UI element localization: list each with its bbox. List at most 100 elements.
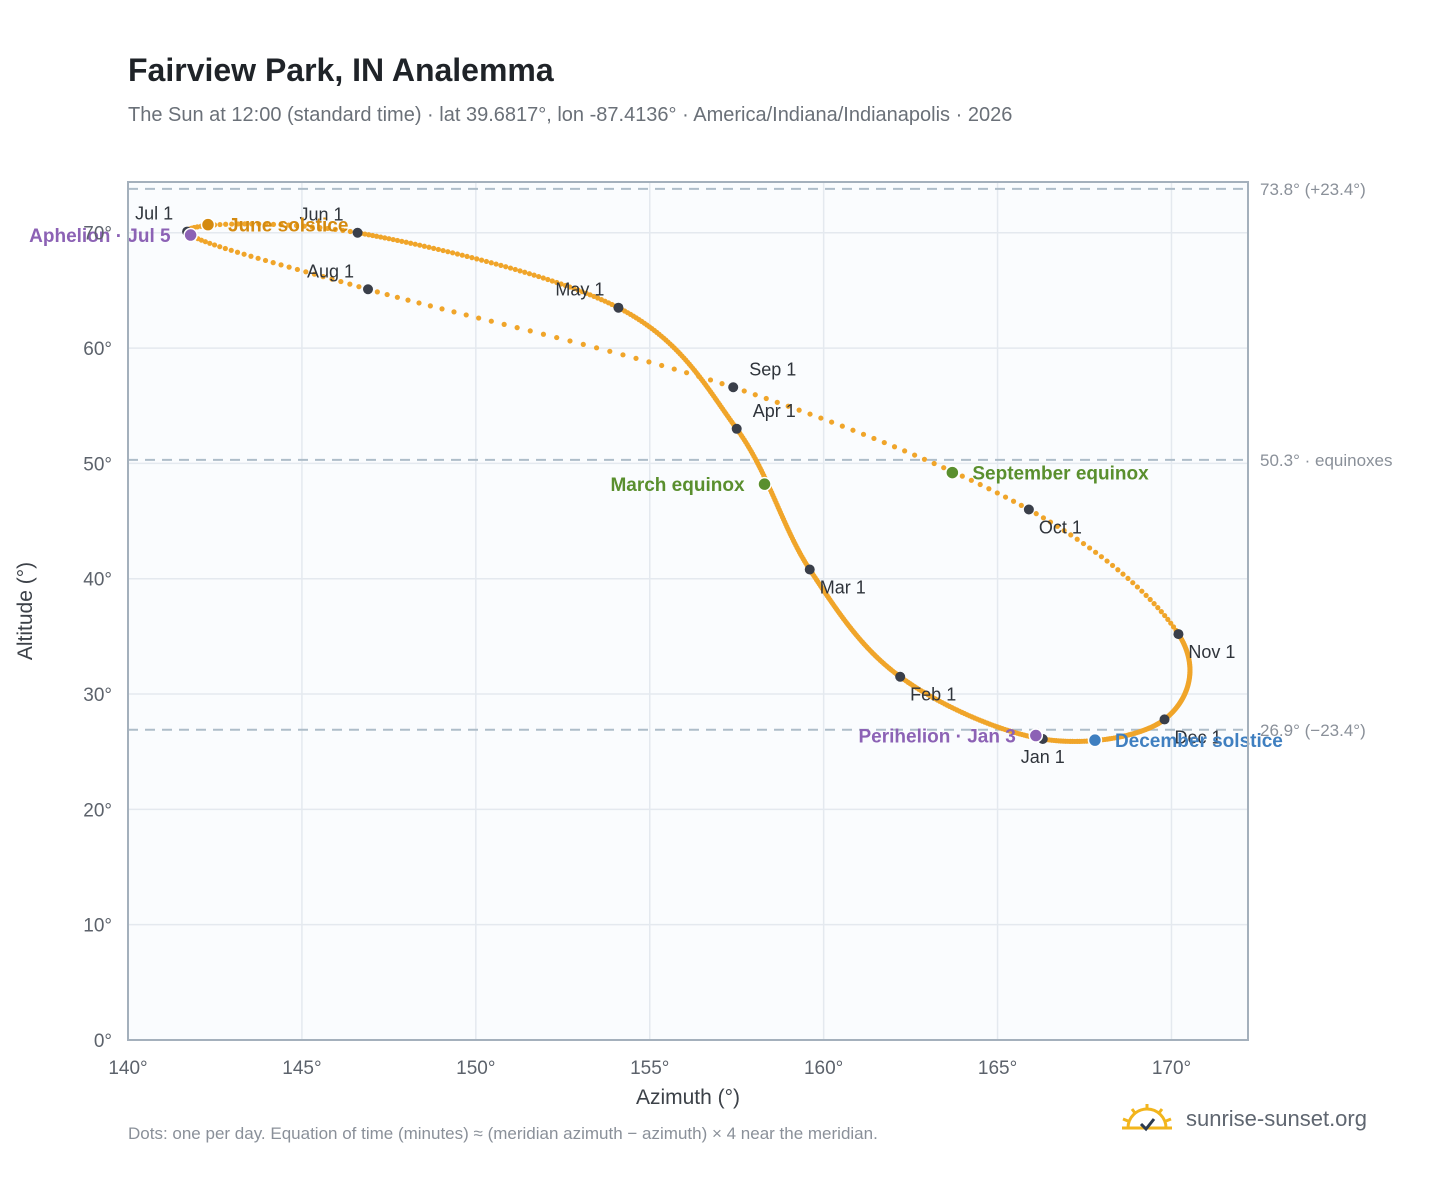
month-label: May 1 [555, 280, 604, 300]
reference-line-label: 73.8° (+23.4°) [1260, 180, 1366, 199]
day-dot [416, 300, 422, 306]
day-dot [752, 392, 758, 398]
y-tick-label: 40° [83, 570, 112, 591]
day-dot [317, 224, 323, 231]
y-axis-label: Altitude (°) [14, 562, 37, 660]
day-dot [1139, 588, 1145, 594]
day-dot [211, 242, 218, 248]
month-label: Jan 1 [1021, 747, 1065, 767]
day-dot [620, 352, 626, 358]
day-dot [839, 423, 845, 429]
x-tick-label: 150° [456, 1058, 495, 1079]
y-tick-label: 10° [83, 916, 112, 937]
day-dot [234, 249, 241, 255]
day-dot [540, 331, 547, 337]
day-dot [270, 260, 276, 266]
day-dot [450, 250, 456, 256]
day-dot [1054, 523, 1060, 529]
day-dot [536, 273, 542, 280]
day-dot [426, 244, 432, 250]
day-dot [256, 221, 262, 227]
day-dot [558, 281, 564, 287]
day-dot [646, 359, 652, 365]
month-dot [895, 671, 906, 682]
day-dot [347, 281, 353, 287]
month-dot [804, 564, 815, 575]
day-dot [503, 264, 509, 270]
x-tick-label: 145° [282, 1058, 321, 1079]
month-label: Apr 1 [753, 401, 796, 421]
day-dot [405, 297, 411, 303]
day-dot [303, 269, 309, 275]
day-dot [514, 325, 520, 331]
day-dot [912, 452, 918, 458]
day-dot [476, 315, 482, 321]
brand[interactable]: sunrise-sunset.org [1120, 1102, 1367, 1136]
day-dot [248, 253, 254, 259]
day-dot [309, 224, 315, 230]
day-dot [463, 312, 469, 318]
day-dot [370, 232, 376, 239]
day-dot [931, 460, 937, 467]
day-dot [941, 465, 947, 471]
day-dot [286, 264, 292, 270]
day-dot [229, 221, 235, 227]
day-dot [332, 226, 338, 232]
day-dot [270, 221, 277, 227]
x-tick-label: 140° [108, 1058, 147, 1079]
day-dot [829, 419, 835, 425]
day-dot [1002, 494, 1009, 500]
day-dot [902, 448, 908, 454]
day-dot [545, 276, 551, 283]
day-dot [774, 399, 780, 405]
day-dot [1143, 592, 1149, 598]
day-dot [223, 221, 229, 227]
day-dot [785, 403, 791, 409]
day-dot [1047, 519, 1054, 525]
day-dot [891, 444, 898, 450]
day-dot [683, 370, 690, 376]
day-dot [347, 228, 353, 235]
day-dot [435, 246, 441, 253]
day-dot [1074, 536, 1080, 542]
day-dot [593, 345, 600, 351]
day-dot [587, 292, 593, 298]
day-dot [459, 252, 465, 258]
y-tick-label: 20° [83, 800, 112, 821]
reference-lines: 73.8° (+23.4°) 50.3° · equinoxes 26.9° (−2… [128, 180, 1393, 740]
day-dot [325, 225, 331, 232]
day-dot [1018, 502, 1024, 508]
day-dot [483, 258, 490, 265]
day-dot [386, 236, 392, 242]
day-dot [1080, 540, 1087, 547]
day-dot [439, 306, 445, 312]
day-dot [390, 236, 396, 243]
day-dot [517, 268, 523, 274]
day-dot [1098, 554, 1105, 560]
day-dot [431, 245, 437, 251]
month-label: Feb 1 [910, 685, 956, 705]
day-dot [921, 456, 928, 462]
day-dot [394, 294, 400, 300]
day-dot [1170, 624, 1177, 630]
day-dot [242, 221, 248, 227]
month-label: Aug 1 [307, 261, 354, 281]
day-dot [860, 431, 867, 437]
day-dot [1010, 498, 1017, 504]
day-dot [522, 269, 528, 275]
day-dot [959, 473, 965, 479]
month-dot [352, 227, 363, 238]
y-tick-label: 30° [83, 685, 112, 706]
day-dot [818, 415, 824, 421]
month-label: Jul 1 [135, 204, 173, 224]
event-label: September equinox [972, 464, 1149, 485]
event-label: June solstice [228, 216, 348, 237]
day-dot [294, 266, 300, 273]
axis-ticks: 140° 145° 150° 155° 160° 165° 170° 0° 10° 20° 30° 4… [83, 224, 1191, 1079]
day-dot [1109, 562, 1116, 569]
day-dot [311, 271, 318, 277]
day-dot [373, 233, 380, 239]
day-dot [249, 221, 255, 227]
chart-subtitle: The Sun at 12:00 (standard time) · lat 3… [128, 104, 1013, 126]
day-dot [579, 289, 585, 295]
